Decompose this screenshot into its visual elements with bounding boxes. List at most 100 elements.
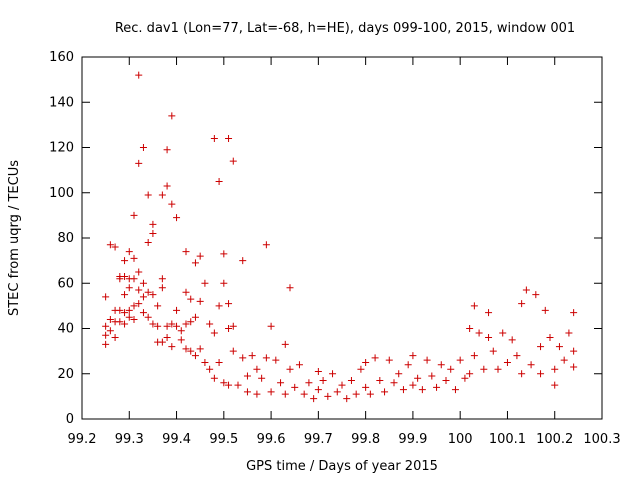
data-point	[187, 347, 195, 355]
x-tick-label: 99.2	[68, 432, 97, 447]
data-point	[144, 191, 152, 199]
data-point	[532, 291, 540, 299]
data-point	[409, 381, 417, 389]
y-axis-label: STEC from uqrg / TECUs	[7, 160, 22, 316]
data-point	[451, 386, 459, 394]
data-point	[158, 275, 166, 283]
data-point	[182, 320, 190, 328]
data-point	[130, 254, 138, 262]
data-point	[102, 331, 110, 339]
y-tick-label: 120	[49, 141, 74, 156]
data-point	[139, 309, 147, 317]
data-point	[168, 200, 176, 208]
data-point	[381, 388, 389, 396]
data-point	[106, 327, 114, 335]
data-point	[173, 214, 181, 222]
data-point	[163, 146, 171, 154]
x-tick-label: 99.7	[304, 432, 333, 447]
x-tick-label: 99.8	[351, 432, 380, 447]
data-point	[220, 279, 228, 287]
data-point	[210, 134, 218, 142]
data-point	[456, 356, 464, 364]
data-point	[106, 241, 114, 249]
data-point	[196, 297, 204, 305]
data-point	[173, 306, 181, 314]
data-point	[267, 322, 275, 330]
x-tick-label: 99.3	[115, 432, 144, 447]
x-tick-label: 99.5	[209, 432, 238, 447]
x-axis-label: GPS time / Days of year 2015	[246, 459, 438, 474]
data-point	[215, 177, 223, 185]
data-point	[220, 379, 228, 387]
data-point	[225, 325, 233, 332]
data-point	[570, 347, 578, 355]
data-point	[121, 320, 129, 328]
data-point	[295, 361, 303, 369]
data-point	[258, 374, 266, 382]
data-point	[555, 343, 563, 351]
data-point	[182, 288, 190, 296]
data-point	[149, 320, 157, 328]
data-point	[262, 241, 270, 249]
data-point	[130, 302, 138, 310]
data-point	[385, 356, 393, 364]
data-point	[121, 309, 129, 317]
data-point	[527, 361, 535, 369]
data-point	[267, 388, 275, 396]
y-tick-label: 20	[57, 367, 74, 382]
data-point	[470, 352, 478, 360]
data-point	[565, 329, 573, 337]
data-point	[163, 334, 171, 342]
data-point	[310, 395, 318, 403]
data-point	[168, 320, 176, 328]
data-point	[125, 248, 133, 256]
data-point	[551, 381, 559, 389]
data-point	[362, 383, 370, 391]
data-point	[106, 315, 114, 323]
data-point	[177, 336, 185, 344]
data-point	[366, 390, 374, 398]
data-point	[187, 295, 195, 303]
data-point	[485, 334, 493, 342]
x-tick-label: 100.1	[489, 432, 526, 447]
data-point	[215, 358, 223, 366]
data-point	[196, 345, 204, 353]
y-tick-label: 0	[66, 412, 74, 427]
data-point	[149, 291, 157, 299]
data-point	[239, 354, 247, 362]
y-axis: 0 20 40 60 80 100 120 140 160	[49, 50, 602, 427]
data-point	[447, 365, 455, 373]
y-tick-label: 160	[49, 50, 74, 65]
data-point	[352, 390, 360, 398]
data-point	[234, 381, 242, 389]
data-point	[163, 182, 171, 190]
data-point	[305, 379, 313, 387]
data-point	[135, 71, 143, 79]
x-tick-label: 99.4	[162, 432, 191, 447]
data-point	[158, 284, 166, 292]
data-point	[125, 284, 133, 292]
data-point	[560, 356, 568, 364]
data-point	[149, 220, 157, 228]
data-point	[191, 352, 199, 360]
data-point	[220, 250, 228, 258]
x-tick-label: 99.6	[257, 432, 286, 447]
data-point	[168, 343, 176, 351]
data-point	[102, 322, 110, 330]
data-point	[158, 191, 166, 199]
y-tick-label: 140	[49, 95, 74, 110]
data-point	[229, 157, 237, 165]
data-point	[125, 306, 133, 314]
data-point	[135, 268, 143, 276]
data-point	[272, 356, 280, 364]
data-point	[414, 374, 422, 382]
data-point	[182, 345, 190, 353]
data-point	[319, 377, 327, 385]
data-point	[210, 329, 218, 337]
data-point	[570, 363, 578, 371]
data-point	[399, 386, 407, 394]
data-point	[130, 315, 138, 323]
data-point	[314, 386, 322, 394]
data-point	[518, 370, 526, 378]
